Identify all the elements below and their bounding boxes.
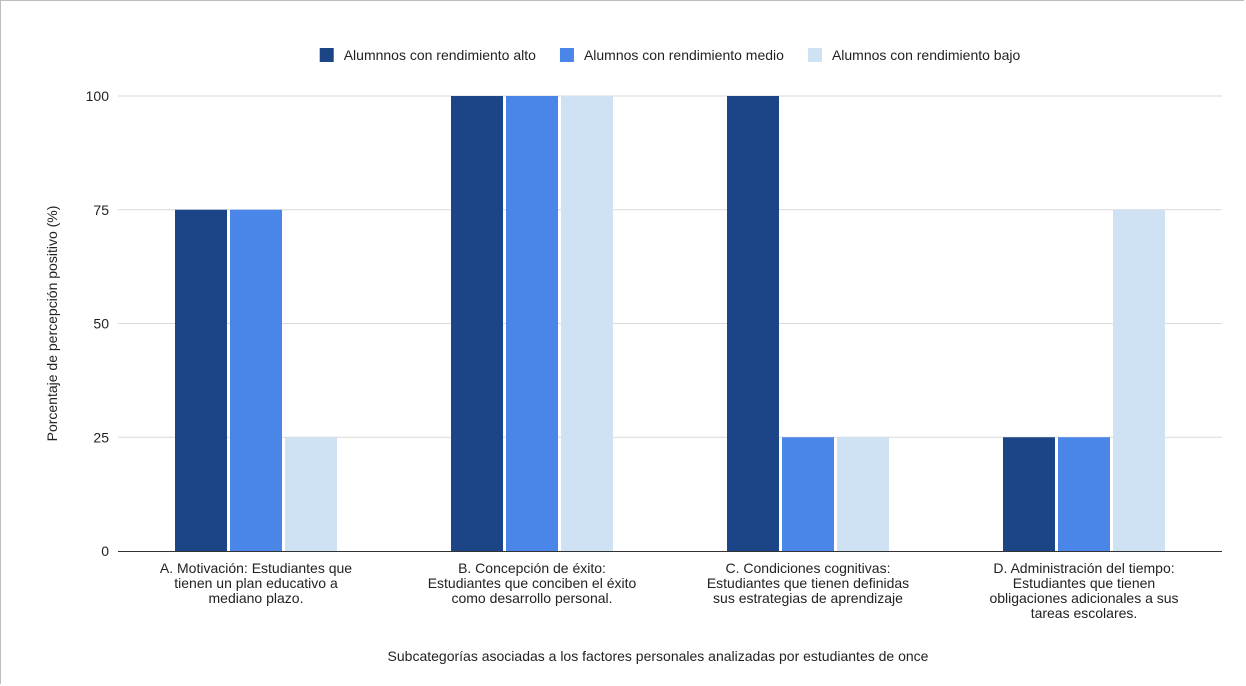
legend: Alumnnos con rendimiento alto Alumnos con… xyxy=(319,47,1021,63)
bar xyxy=(285,437,337,551)
x-category-label-line: sus estrategias de aprendizaje xyxy=(713,590,903,606)
y-tick-label: 0 xyxy=(101,543,109,559)
x-category-label-line: como desarrollo personal. xyxy=(451,590,612,606)
y-tick-label: 50 xyxy=(93,316,109,332)
x-category-label-line: mediano plazo. xyxy=(209,590,304,606)
x-category-label: A. Motivación: Estudiantes que tienen un … xyxy=(160,560,352,606)
bar xyxy=(561,96,613,551)
x-axis-categories: A. Motivación: Estudiantes que tienen un … xyxy=(160,560,1179,621)
x-axis-title: Subcategorías asociadas a los factores p… xyxy=(388,648,929,664)
bar xyxy=(1113,209,1165,551)
x-category-label-line: A. Motivación: Estudiantes que xyxy=(160,560,352,576)
bar xyxy=(175,209,227,551)
y-tick-label: 25 xyxy=(93,429,109,445)
x-category-label-line: B. Concepción de éxito: xyxy=(458,560,606,576)
bar xyxy=(727,96,779,551)
y-axis-ticks: 0 25 50 75 100 xyxy=(86,88,110,559)
legend-swatch xyxy=(319,48,334,62)
legend-item: Alumnnos con rendimiento alto xyxy=(319,47,536,63)
legend-label: Alumnnos con rendimiento alto xyxy=(344,47,536,63)
x-category-label-line: Estudiantes que tienen xyxy=(1013,575,1155,591)
x-category-label-line: Estudiantes que tienen definidas xyxy=(707,575,909,591)
y-axis-title: Porcentaje de percepción positivo (%) xyxy=(44,206,60,442)
bar xyxy=(451,96,503,551)
x-category-label-line: C. Condiciones cognitivas: xyxy=(726,560,891,576)
legend-swatch xyxy=(807,48,822,62)
x-category-label-line: Estudiantes que conciben el éxito xyxy=(428,575,637,591)
x-category-label-line: obligaciones adicionales a sus xyxy=(989,590,1178,606)
bar xyxy=(837,437,889,551)
x-category-label: B. Concepción de éxito: Estudiantes que c… xyxy=(428,560,637,606)
legend-label: Alumnos con rendimiento medio xyxy=(584,47,784,63)
legend-swatch xyxy=(559,48,574,62)
x-category-label-line: tareas escolares. xyxy=(1031,605,1138,621)
y-tick-label: 100 xyxy=(86,88,110,104)
gridlines xyxy=(118,95,1222,438)
bars xyxy=(175,96,1165,551)
legend-item: Alumnos con rendimiento medio xyxy=(559,47,784,63)
bar xyxy=(506,96,558,551)
bar xyxy=(230,209,282,551)
bar xyxy=(782,437,834,551)
x-category-label: D. Administración del tiempo: Estudiantes… xyxy=(989,560,1178,621)
legend-label: Alumnos con rendimiento bajo xyxy=(832,47,1021,63)
legend-item: Alumnos con rendimiento bajo xyxy=(807,47,1021,63)
x-category-label: C. Condiciones cognitivas: Estudiantes qu… xyxy=(707,560,909,606)
x-category-label-line: D. Administración del tiempo: xyxy=(993,560,1174,576)
y-tick-label: 75 xyxy=(93,202,109,218)
bar xyxy=(1058,437,1110,551)
bar xyxy=(1003,437,1055,551)
x-category-label-line: tienen un plan educativo a xyxy=(174,575,338,591)
